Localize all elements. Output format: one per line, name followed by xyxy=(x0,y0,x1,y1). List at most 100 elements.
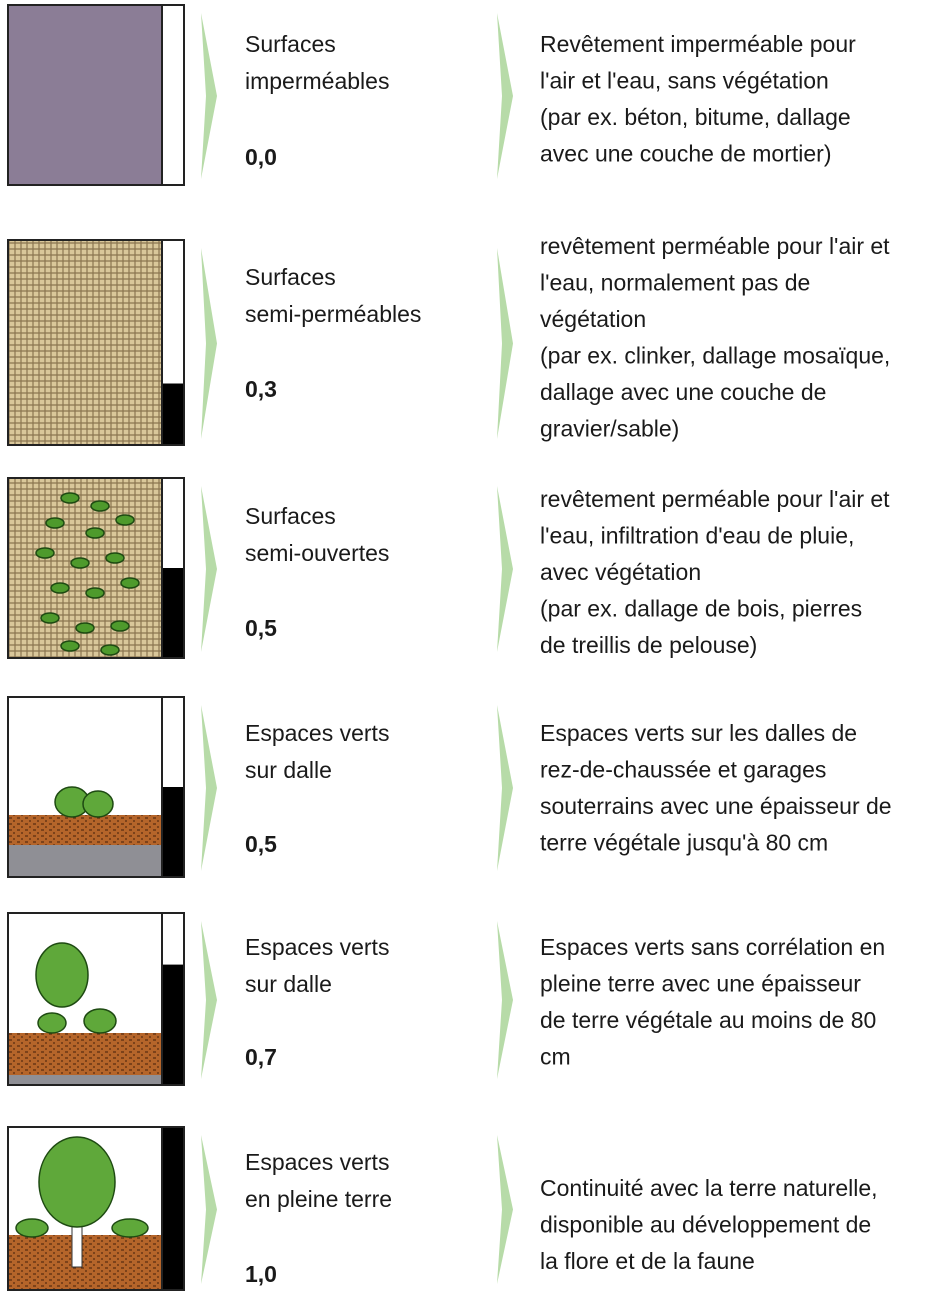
illustration-frame xyxy=(7,1126,185,1291)
row-description: (par ex. dallage de bois, pierres xyxy=(540,596,862,622)
coefficient: 0,5 xyxy=(245,615,277,641)
coefficient-bar xyxy=(162,568,184,658)
row-label: Espaces verts xyxy=(245,720,389,746)
foliage xyxy=(83,1008,117,1034)
coefficient-bar xyxy=(162,787,184,877)
coefficient: 0,7 xyxy=(245,1044,277,1070)
arrow xyxy=(497,921,513,1079)
row-label: Espaces verts xyxy=(245,1149,389,1175)
coefficient-bar xyxy=(162,1127,184,1290)
surface xyxy=(8,240,162,445)
row-description: de treillis de pelouse) xyxy=(540,632,757,658)
row-description: Espaces verts sans corrélation en xyxy=(540,934,885,960)
row-label: Surfaces xyxy=(245,264,336,290)
arrow xyxy=(201,1135,217,1284)
foliage xyxy=(45,517,65,529)
arrow xyxy=(201,921,217,1079)
soil xyxy=(8,815,162,845)
coefficient-bar xyxy=(162,964,184,1085)
row-description: de terre végétale au moins de 80 xyxy=(540,1007,876,1033)
illustration-frame xyxy=(7,4,185,186)
arrow xyxy=(201,248,217,439)
illustration xyxy=(7,912,185,1086)
row-label: en pleine terre xyxy=(245,1186,392,1212)
illustration xyxy=(7,4,185,186)
row-description: Continuité avec la terre naturelle, xyxy=(540,1175,878,1201)
row-description: avec végétation xyxy=(540,559,701,585)
row-description: Revêtement imperméable pour xyxy=(540,31,856,57)
illustration-frame xyxy=(7,696,185,878)
ground xyxy=(8,845,162,877)
foliage xyxy=(120,577,140,589)
illustration xyxy=(7,239,185,446)
arrow xyxy=(201,486,217,652)
row-description: (par ex. béton, bitume, dallage xyxy=(540,104,851,130)
illustration-frame xyxy=(7,239,185,446)
soil xyxy=(8,1235,162,1290)
foliage xyxy=(85,527,105,539)
arrow xyxy=(201,13,217,179)
arrow xyxy=(497,13,513,179)
row-description: cm xyxy=(540,1044,571,1070)
foliage xyxy=(40,612,60,624)
row-label: sur dalle xyxy=(245,757,332,783)
row-label: semi-perméables xyxy=(245,301,421,327)
row-description: Espaces verts sur les dalles de xyxy=(540,720,857,746)
foliage xyxy=(15,1218,49,1238)
row-description: végétation xyxy=(540,306,646,332)
row-description: rez-de-chaussée et garages xyxy=(540,757,826,783)
arrow xyxy=(497,486,513,652)
foliage xyxy=(35,547,55,559)
foliage xyxy=(35,942,89,1008)
illustration-frame xyxy=(7,477,185,659)
foliage xyxy=(115,514,135,526)
row-description: revêtement perméable pour l'air et xyxy=(540,233,890,259)
coefficient: 1,0 xyxy=(245,1261,277,1287)
arrow xyxy=(201,705,217,871)
row-description: l'eau, normalement pas de xyxy=(540,270,810,296)
coefficient: 0,3 xyxy=(245,376,277,402)
row-label: Espaces verts xyxy=(245,934,389,960)
ground xyxy=(8,1075,162,1085)
foliage xyxy=(105,552,125,564)
foliage xyxy=(111,1218,149,1238)
arrow xyxy=(497,1135,513,1284)
row-description: terre végétale jusqu'à 80 cm xyxy=(540,830,828,856)
foliage xyxy=(60,492,80,504)
arrow xyxy=(497,705,513,871)
foliage xyxy=(37,1012,67,1034)
row-description: la flore et de la faune xyxy=(540,1248,755,1274)
foliage xyxy=(50,582,70,594)
foliage xyxy=(38,1136,116,1228)
soil xyxy=(8,1033,162,1075)
illustration xyxy=(7,1126,185,1291)
row-description: gravier/sable) xyxy=(540,416,679,442)
row-description: (par ex. clinker, dallage mosaïque, xyxy=(540,343,890,369)
row-label: semi-ouvertes xyxy=(245,540,389,566)
coefficient-bar xyxy=(162,383,184,445)
illustration xyxy=(7,477,185,659)
coefficient: 0,0 xyxy=(245,144,277,170)
foliage xyxy=(75,622,95,634)
illustration-frame xyxy=(7,912,185,1086)
row-description: revêtement perméable pour l'air et xyxy=(540,486,890,512)
row-label: sur dalle xyxy=(245,971,332,997)
row-description: souterrains avec une épaisseur de xyxy=(540,793,892,819)
row-description: pleine terre avec une épaisseur xyxy=(540,971,861,997)
row-description: avec une couche de mortier) xyxy=(540,141,832,167)
foliage xyxy=(82,790,114,818)
foliage xyxy=(100,644,120,656)
row-description: disponible au développement de xyxy=(540,1212,871,1238)
row-description: l'eau, infiltration d'eau de pluie, xyxy=(540,523,854,549)
coefficient: 0,5 xyxy=(245,831,277,857)
foliage xyxy=(60,640,80,652)
foliage xyxy=(90,500,110,512)
row-description: l'air et l'eau, sans végétation xyxy=(540,68,829,94)
row-label: Surfaces xyxy=(245,31,336,57)
arrow xyxy=(497,248,513,439)
row-label: Surfaces xyxy=(245,503,336,529)
row-label: imperméables xyxy=(245,68,389,94)
foliage xyxy=(110,620,130,632)
